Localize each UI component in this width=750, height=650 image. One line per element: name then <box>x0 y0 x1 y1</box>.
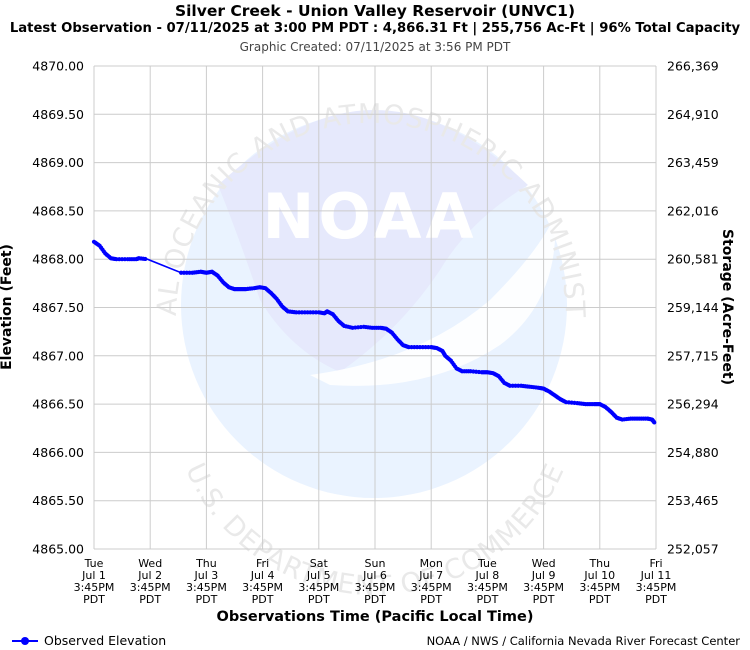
x-tick-label: Tue Jul 8 3:45PM PDT <box>467 557 508 606</box>
y2-tick-label: 253,465 <box>667 493 719 508</box>
series-point <box>652 420 657 425</box>
y-tick-label: 4870.00 <box>32 59 84 74</box>
legend: Observed Elevation <box>12 633 166 648</box>
y-tick-label: 4867.50 <box>32 300 84 315</box>
legend-line-marker-icon <box>12 635 38 647</box>
chart-title: Silver Creek - Union Valley Reservoir (U… <box>174 2 576 20</box>
y-axis-right: 266,369 264,910 263,459 262,016 260,581 259,1… <box>667 59 719 557</box>
y2-tick-label: 266,369 <box>667 59 719 74</box>
x-tick-label: Tue Jul 1 3:45PM PDT <box>74 557 115 606</box>
y2-tick-label: 260,581 <box>667 252 719 267</box>
series-point <box>143 256 148 262</box>
x-tick-label: Thu Jul 10 3:45PM PDT <box>579 557 620 606</box>
y-tick-label: 4866.50 <box>32 397 84 412</box>
y2-tick-label: 256,294 <box>667 397 719 412</box>
legend-label: Observed Elevation <box>44 633 167 648</box>
x-tick-label: Fri Jul 4 3:45PM PDT <box>242 557 283 606</box>
y-tick-label: 4865.50 <box>32 493 84 508</box>
y2-tick-label: 254,880 <box>667 445 719 460</box>
credit-text: NOAA / NWS / California Nevada River For… <box>426 634 740 648</box>
x-tick-label: Wed Jul 2 3:45PM PDT <box>130 557 171 606</box>
y-tick-label: 4865.00 <box>32 542 84 557</box>
observed-elevation-series <box>91 239 657 425</box>
y-axis-left: 4870.00 4869.50 4869.00 4868.50 4868.00 4867.… <box>32 59 84 557</box>
noaa-logo-icon: NOAA NATIONAL OCEANIC AND ATMOSPHERIC AD… <box>0 0 589 602</box>
grid-lines <box>93 65 657 550</box>
x-axis: Tue Jul 1 3:45PM PDT Wed Jul 2 3:45PM PDT Thu Jul… <box>74 557 677 606</box>
latest-observation: Latest Observation - 07/11/2025 at 3:00 … <box>9 21 741 36</box>
y2-tick-label: 263,459 <box>667 155 719 170</box>
x-tick-label: Mon Jul 7 3:45PM PDT <box>411 557 452 606</box>
y-axis-label: Elevation (Feet) <box>0 244 15 370</box>
y2-tick-label: 252,057 <box>667 542 719 557</box>
y-tick-label: 4869.00 <box>32 155 84 170</box>
x-tick-label: Fri Jul 11 3:45PM PDT <box>636 557 677 606</box>
y-tick-label: 4869.50 <box>32 107 84 122</box>
y2-tick-label: 257,715 <box>667 348 719 363</box>
y2-axis-label: Storage (Acre-Feet) <box>719 229 735 385</box>
x-tick-label: Sun Jul 6 3:45PM PDT <box>355 557 396 606</box>
y2-tick-label: 259,144 <box>667 300 719 315</box>
y-tick-label: 4867.00 <box>32 348 84 363</box>
x-tick-label: Sat Jul 5 3:45PM PDT <box>298 557 339 606</box>
y2-tick-label: 262,016 <box>667 203 719 218</box>
x-tick-label: Wed Jul 9 3:45PM PDT <box>523 557 564 606</box>
graphic-created: Graphic Created: 07/11/2025 at 3:56 PM P… <box>239 40 511 54</box>
watermark-logo-text: NOAA <box>263 180 478 253</box>
y-tick-label: 4868.00 <box>32 252 84 267</box>
x-tick-label: Thu Jul 3 3:45PM PDT <box>186 557 227 606</box>
y2-tick-label: 264,910 <box>667 107 719 122</box>
x-axis-label: Observations Time (Pacific Local Time) <box>217 609 534 625</box>
y-tick-label: 4866.00 <box>32 445 84 460</box>
y-tick-label: 4868.50 <box>32 203 84 218</box>
